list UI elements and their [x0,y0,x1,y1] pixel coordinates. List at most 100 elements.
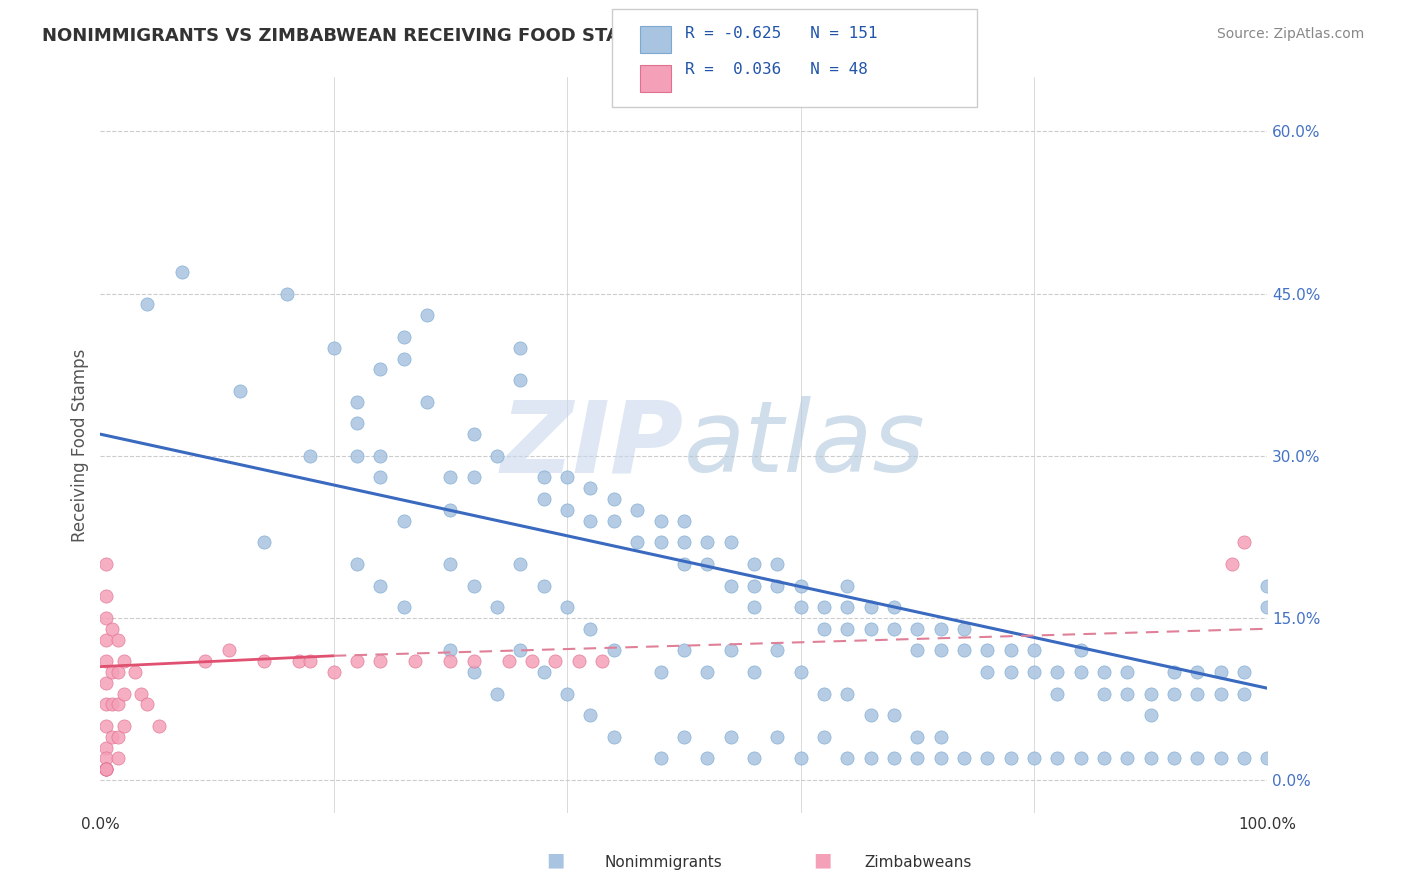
Point [742,665,765,679]
Point [1092,687,1115,701]
Point [299,449,322,463]
Text: R = -0.625   N = 151: R = -0.625 N = 151 [685,26,877,41]
Point [392,514,415,528]
Text: Source: ZipAtlas.com: Source: ZipAtlas.com [1216,27,1364,41]
Point [1070,665,1092,679]
Point [96,740,118,755]
Point [112,687,135,701]
Point [1000,643,1022,657]
Point [1233,665,1256,679]
Point [509,373,531,387]
Point [1116,751,1139,765]
Point [112,654,135,668]
Point [1070,643,1092,657]
Point [672,643,695,657]
Point [370,654,392,668]
Point [883,622,905,636]
Point [591,654,613,668]
Point [96,762,118,776]
Point [1187,687,1209,701]
Point [170,265,193,279]
Point [626,503,648,517]
Point [107,751,129,765]
Point [1070,751,1092,765]
Point [1209,687,1232,701]
Point [905,622,928,636]
Point [603,514,626,528]
Point [1000,665,1022,679]
Point [883,600,905,615]
Point [837,751,859,765]
Text: Zimbabweans: Zimbabweans [865,855,972,870]
Point [555,470,578,484]
Point [720,578,742,592]
Point [101,665,124,679]
Point [1000,751,1022,765]
Point [1187,665,1209,679]
Point [112,719,135,733]
Point [1046,751,1069,765]
Point [509,341,531,355]
Point [370,578,392,592]
Point [370,449,392,463]
Point [107,665,129,679]
Point [1233,687,1256,701]
Point [544,654,567,668]
Point [696,751,718,765]
Point [579,708,602,723]
Point [1022,643,1045,657]
Point [96,762,118,776]
Point [253,535,276,549]
Point [1116,665,1139,679]
Point [720,643,742,657]
Point [696,665,718,679]
Point [322,665,344,679]
Point [346,557,368,571]
Point [101,730,124,744]
Point [603,643,626,657]
Point [672,514,695,528]
Point [789,751,811,765]
Point [96,611,118,625]
Point [603,491,626,506]
Point [929,730,952,744]
Point [579,514,602,528]
Point [1092,751,1115,765]
Text: R =  0.036   N = 48: R = 0.036 N = 48 [685,62,868,78]
Point [486,600,509,615]
Point [96,632,118,647]
Point [533,665,555,679]
Point [883,751,905,765]
Point [404,654,426,668]
Point [96,762,118,776]
Y-axis label: Receiving Food Stamps: Receiving Food Stamps [72,348,89,541]
Point [439,557,461,571]
Text: ■: ■ [546,851,565,870]
Point [346,654,368,668]
Point [650,514,672,528]
Point [101,698,124,712]
Point [1092,665,1115,679]
Point [859,708,882,723]
Point [905,643,928,657]
Point [194,654,217,668]
Point [672,535,695,549]
Point [1046,665,1069,679]
Point [392,330,415,344]
Point [148,719,170,733]
Point [837,600,859,615]
Point [439,503,461,517]
Point [96,751,118,765]
Text: ZIP: ZIP [501,396,683,493]
Point [439,643,461,657]
Point [1187,751,1209,765]
Point [416,394,439,409]
Point [813,622,835,636]
Point [766,730,789,744]
Point [229,384,252,398]
Point [929,622,952,636]
Point [766,643,789,657]
Point [766,557,789,571]
Point [1022,751,1045,765]
Point [276,286,298,301]
